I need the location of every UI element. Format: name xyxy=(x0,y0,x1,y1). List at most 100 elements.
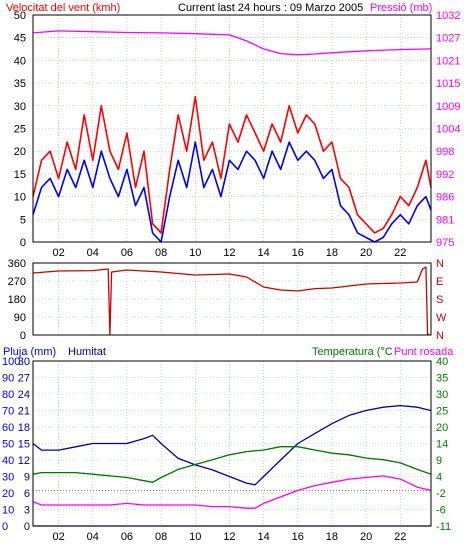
wind-direction-line xyxy=(32,266,430,336)
rain-tick-label: 100 xyxy=(2,356,20,368)
humidity-line xyxy=(32,404,432,486)
humidity-tick-label: 21 xyxy=(18,406,30,418)
humidity-tick-label: 12 xyxy=(18,455,30,467)
x-tick-label: 06 xyxy=(121,247,133,259)
temperature-tick-label: 4 xyxy=(436,472,442,484)
temperature-tick-label: 40 xyxy=(436,356,448,368)
x-tick-label: 04 xyxy=(87,531,99,543)
pressure-tick-label: 1021 xyxy=(436,55,460,67)
temperature-line xyxy=(32,446,432,483)
wind-tick-label: 45 xyxy=(14,33,26,45)
rain-tick-label: 20 xyxy=(2,488,14,500)
humidity-tick-label: 30 xyxy=(18,356,30,368)
x-tick-label: 22 xyxy=(394,531,406,543)
x-tick-label: 20 xyxy=(360,247,372,259)
pressure-tick-label: 1027 xyxy=(436,33,460,45)
x-tick-label: 06 xyxy=(121,531,133,543)
direction-tick-label: 0 xyxy=(20,330,26,342)
temperature-label: Temperatura (°C xyxy=(312,346,393,358)
x-tick-label: 12 xyxy=(223,247,235,259)
x-tick-label: 02 xyxy=(52,531,64,543)
x-tick-label: 16 xyxy=(292,247,304,259)
direction-tick-label: 180 xyxy=(8,294,26,306)
compass-tick-label: N xyxy=(436,258,444,270)
dewpoint-label: Punt rosada xyxy=(394,346,454,358)
direction-tick-label: 360 xyxy=(8,258,26,270)
rain-tick-label: 90 xyxy=(2,373,14,385)
pressure-tick-label: 998 xyxy=(436,146,454,158)
humidity-tick-label: 18 xyxy=(18,422,30,434)
temperature-tick-label: -6 xyxy=(436,505,446,517)
x-tick-label: 04 xyxy=(87,247,99,259)
wind-tick-label: 50 xyxy=(14,10,26,22)
direction-tick-label: 90 xyxy=(14,312,26,324)
humidity-tick-label: 27 xyxy=(18,373,30,385)
wind-tick-label: 15 xyxy=(14,169,26,181)
humidity-label: Humitat xyxy=(68,346,106,358)
wind-tick-label: 0 xyxy=(20,237,26,249)
rain-tick-label: 40 xyxy=(2,455,14,467)
rain-label: Pluja (mm) xyxy=(3,346,56,358)
temperature-tick-label: -11 xyxy=(436,521,451,533)
compass-tick-label: N xyxy=(436,330,444,342)
rain-tick-label: 70 xyxy=(2,406,14,418)
temperature-tick-label: 20 xyxy=(436,422,448,434)
rain-tick-label: 80 xyxy=(2,389,14,401)
rain-tick-label: 60 xyxy=(2,422,14,434)
wind-average-line xyxy=(32,141,432,243)
wind-tick-label: 20 xyxy=(14,146,26,158)
rain-tick-label: 0 xyxy=(2,521,8,533)
temperature-tick-label: 25 xyxy=(436,406,448,418)
rain-tick-label: 10 xyxy=(2,505,14,517)
x-tick-label: 14 xyxy=(257,531,269,543)
wind-tick-label: 30 xyxy=(14,101,26,113)
temperature-tick-label: 14 xyxy=(436,439,448,451)
pressure-label: Pressió (mb) xyxy=(370,2,432,14)
temperature-tick-label: 35 xyxy=(436,373,448,385)
pressure-tick-label: 992 xyxy=(436,169,454,181)
dewpoint-line xyxy=(32,475,432,509)
pressure-tick-label: 975 xyxy=(436,237,454,249)
x-tick-label: 10 xyxy=(189,247,201,259)
wind-tick-label: 5 xyxy=(20,214,26,226)
panel-2-frame xyxy=(32,262,432,336)
x-tick-label: 16 xyxy=(292,531,304,543)
pressure-tick-label: 1009 xyxy=(436,101,460,113)
wind-gust-line xyxy=(32,95,432,234)
pressure-tick-label: 981 xyxy=(436,214,454,226)
rain-tick-label: 30 xyxy=(2,472,14,484)
panel-1-frame xyxy=(32,14,432,243)
pressure-tick-label: 1015 xyxy=(436,78,460,90)
x-tick-label: 22 xyxy=(394,247,406,259)
humidity-tick-label: 9 xyxy=(24,472,30,484)
direction-tick-label: 270 xyxy=(8,276,26,288)
current-period-label: Current last 24 hours : 09 Marzo 2005 xyxy=(178,2,363,14)
pressure-tick-label: 986 xyxy=(436,192,454,204)
x-tick-label: 20 xyxy=(360,531,372,543)
humidity-tick-label: 0 xyxy=(24,521,30,533)
humidity-tick-label: 15 xyxy=(18,439,30,451)
x-tick-label: 12 xyxy=(223,531,235,543)
compass-tick-label: W xyxy=(436,312,447,324)
x-tick-label: 08 xyxy=(155,531,167,543)
humidity-tick-label: 6 xyxy=(24,488,30,500)
x-tick-label: 18 xyxy=(326,247,338,259)
wind-tick-label: 40 xyxy=(14,55,26,67)
x-tick-label: 02 xyxy=(52,247,64,259)
compass-tick-label: E xyxy=(436,276,443,288)
x-tick-label: 14 xyxy=(257,247,269,259)
humidity-tick-label: 24 xyxy=(18,389,30,401)
panel-3-frame xyxy=(32,360,432,527)
pressure-tick-label: 1004 xyxy=(436,124,460,136)
x-tick-label: 10 xyxy=(189,531,201,543)
temperature-tick-label: -2 xyxy=(436,488,446,500)
humidity-tick-label: 3 xyxy=(24,505,30,517)
chart-panels: 02 04 06 08 10 12 14 16 18 20 22051015202530354045… xyxy=(2,10,460,543)
x-tick-label: 08 xyxy=(155,247,167,259)
compass-tick-label: S xyxy=(436,294,443,306)
pressure-line xyxy=(32,30,432,56)
x-tick-label: 18 xyxy=(326,531,338,543)
rain-tick-label: 50 xyxy=(2,439,14,451)
